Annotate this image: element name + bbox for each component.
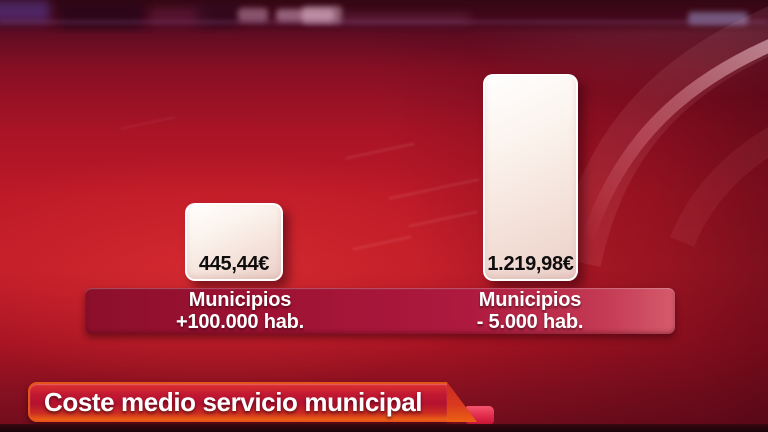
backdrop-blob [238,8,268,22]
category-line1: Municipios [188,289,292,311]
ghost-reflection [352,235,412,251]
ghost-reflection [408,210,478,228]
ghost-reflection [120,116,175,130]
backdrop-blob [340,15,470,23]
backdrop-blob [150,8,210,24]
chart-title: Coste medio servicio municipal [44,387,423,417]
category-label-mas-100000: Municipios +100.000 hab. [90,289,390,333]
bottom-dark-strip [0,424,768,432]
blurred-studio-backdrop [0,0,768,34]
banner-slant-edge [447,382,477,422]
backdrop-blob [60,2,142,28]
category-axis-band: Municipios +100.000 hab. Municipios - 5.… [85,288,675,334]
bar-municipios-mas-100000: 445,44€ [185,203,283,281]
bar-municipios-menos-5000: 1.219,98€ [483,74,578,281]
ghost-reflection [345,142,415,160]
ghost-reflection [388,178,480,200]
category-line2: - 5.000 hab. [476,311,584,333]
category-label-menos-5000: Municipios - 5.000 hab. [380,289,680,333]
category-line2: +100.000 hab. [175,311,305,333]
backdrop-blob [302,6,342,24]
backdrop-light-line [0,20,768,24]
category-line1: Municipios [478,289,582,311]
title-banner: Coste medio servicio municipal [28,382,447,422]
backdrop-blob [196,2,238,26]
bar-value-label: 445,44€ [198,253,270,275]
bar-value-label: 1.219,98€ [487,253,574,275]
backdrop-blob [0,0,50,22]
backdrop-blob [688,12,748,25]
